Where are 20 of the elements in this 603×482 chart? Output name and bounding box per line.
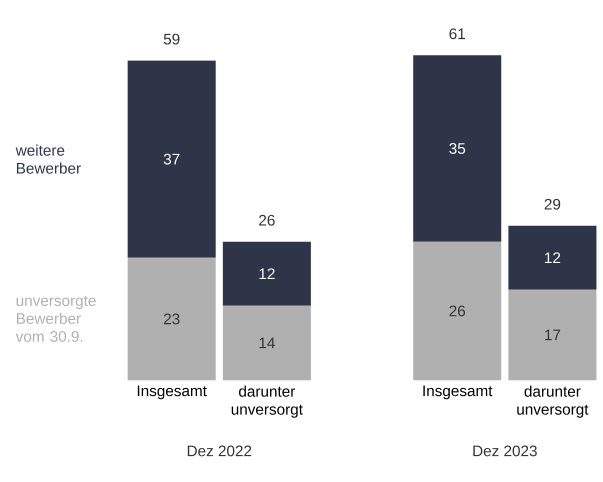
data-label: 26 xyxy=(450,305,466,316)
data-label: 37 xyxy=(164,154,180,164)
data-label: 12 xyxy=(545,252,560,263)
data-label: 35 xyxy=(449,142,466,154)
total-label: 61 xyxy=(449,28,465,40)
data-label: 23 xyxy=(164,313,180,324)
data-label: 14 xyxy=(260,338,275,348)
total-label: 59 xyxy=(164,34,180,44)
text: Dez 2023 xyxy=(473,445,537,456)
x-tick-label: Insgesamt xyxy=(138,385,207,400)
x-tick-label: darunter unversorgt xyxy=(232,385,303,418)
total-label: 29 xyxy=(544,198,560,210)
data-label: 17 xyxy=(545,330,560,340)
data-label: 12 xyxy=(260,268,275,279)
x-tick-label: Insgesamt xyxy=(423,385,492,400)
text: Dez 2022 xyxy=(188,445,252,456)
x-tick-label: darunter unversorgt xyxy=(517,385,588,418)
text: unversorgte Bewerber vom 30.9. xyxy=(16,296,96,342)
text: weitere Bewerber xyxy=(16,144,81,174)
total-label: 26 xyxy=(259,214,275,226)
